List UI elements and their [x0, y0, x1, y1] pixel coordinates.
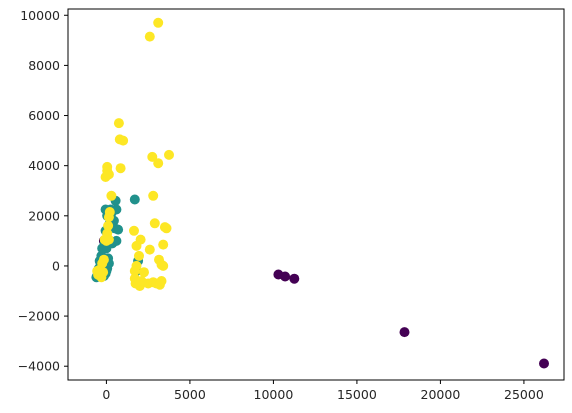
ticks-layer: 0 5000 10000 15000 20000 25000 −4000 −2000 0 2000…: [18, 8, 544, 402]
data-point-s2-p33: [129, 266, 140, 276]
data-point-s2-p50: [101, 235, 112, 246]
y-tick-label: 0: [52, 258, 60, 273]
data-point-s2-p11: [103, 169, 114, 180]
data-point-s2-p0: [153, 17, 164, 28]
y-tick-label: 4000: [28, 158, 60, 173]
x-tick-label: 0: [102, 387, 110, 402]
data-point-s2-p7: [153, 158, 164, 169]
data-point-s2-p28: [134, 250, 144, 261]
y-tick-label: 2000: [28, 208, 60, 223]
data-point-s2-p6: [147, 151, 158, 162]
data-point-s0-p5: [539, 358, 549, 369]
data-point-s0-p4: [399, 327, 410, 338]
data-point-s2-p34: [139, 267, 149, 278]
data-point-s2-p16: [103, 212, 114, 223]
data-point-s1-p25: [111, 235, 122, 246]
x-tick-label: 20000: [421, 387, 461, 402]
data-point-s2-p31: [158, 260, 169, 271]
data-point-s2-p23: [129, 225, 139, 236]
data-point-s2-p39: [156, 276, 167, 286]
data-point-s2-p26: [144, 244, 155, 255]
data-point-s2-p5: [164, 149, 174, 160]
data-point-s0-p2: [280, 271, 291, 282]
data-point-s2-p48: [98, 254, 109, 265]
data-point-s2-p12: [115, 163, 126, 174]
y-tick-label: 10000: [20, 8, 60, 23]
y-tick-label: 6000: [28, 108, 60, 123]
data-point-s2-p2: [113, 118, 124, 129]
y-tick-label: −4000: [18, 359, 60, 374]
data-point-s0-p3: [289, 273, 300, 284]
data-point-s2-p1: [144, 31, 155, 42]
data-point-s1-p34: [97, 243, 108, 254]
data-point-s2-p17: [103, 220, 114, 231]
x-tick-label: 15000: [337, 387, 377, 402]
data-point-s2-p4: [118, 135, 129, 146]
data-point-s1-p26: [113, 224, 124, 235]
data-point-s2-p20: [149, 218, 160, 229]
points-layer: [91, 17, 549, 369]
data-point-s2-p27: [131, 240, 142, 251]
y-tick-label: 8000: [28, 58, 60, 73]
y-tick-label: −2000: [18, 309, 60, 324]
data-point-s2-p14: [106, 190, 117, 201]
data-point-s2-p52: [92, 266, 103, 276]
data-point-s2-p25: [158, 239, 169, 250]
data-point-s1-p30: [129, 194, 140, 205]
x-tick-label: 10000: [254, 387, 294, 402]
x-tick-label: 5000: [174, 387, 206, 402]
axes-frame: [67, 8, 565, 381]
x-tick-label: 25000: [504, 387, 544, 402]
data-point-s2-p22: [161, 223, 172, 234]
data-point-s2-p13: [148, 190, 159, 201]
data-point-s2-p43: [136, 276, 147, 286]
